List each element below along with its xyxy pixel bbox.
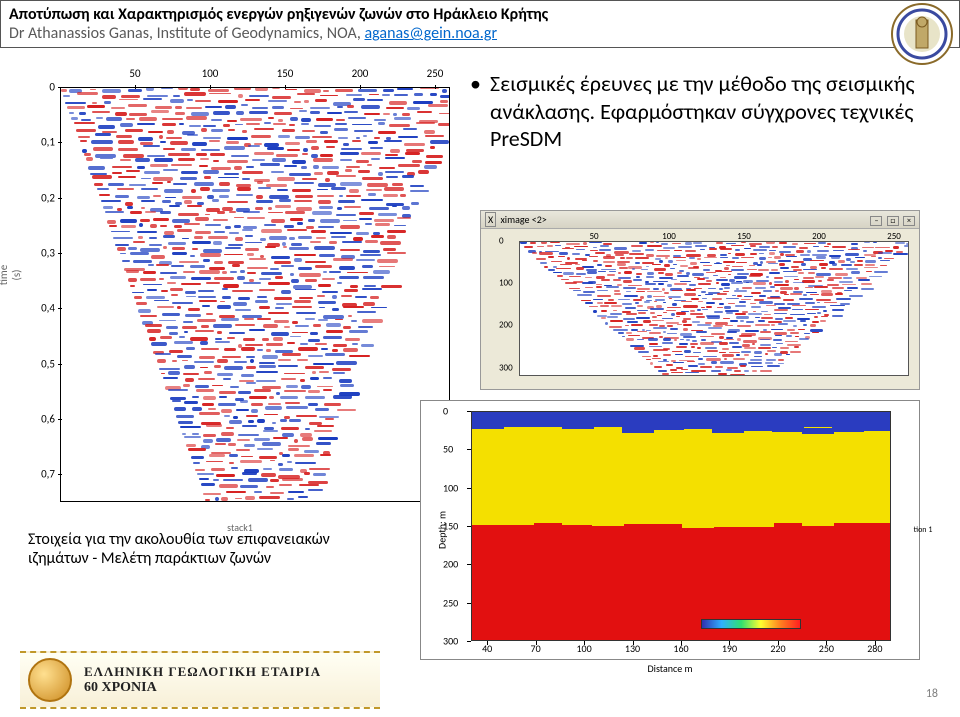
y-tick-label: 0 [443,405,448,418]
slide-header: Αποτύπωση και Χαρακτηρισμός ενεργών ρηξι… [0,0,960,48]
bullet-content: Σεισμικές έρευνες με την μέθοδο της σεισ… [490,70,914,152]
slide-title: Αποτύπωση και Χαρακτηρισμός ενεργών ρηξι… [9,5,951,24]
y-tick-label: 0,4 [10,302,55,315]
x-tick-label: 250 [887,231,901,242]
footer-text: ΕΛΛΗΝΙΚΗ ΓΕΩΛΟΓΙΚΗ ΕΤΑΙΡΙΑ 60 ΧΡΟΝΙΑ [84,664,321,696]
x-tick-label: 100 [202,67,219,80]
y-tick-label: 100 [443,481,458,494]
y-tick-label: 0,6 [10,413,55,426]
noa-logo [890,2,954,66]
x-tick-label: 150 [277,67,294,80]
seismic-plot-area [60,87,450,502]
y-tick-label: 0 [499,236,504,247]
x-tick-label: 250 [427,67,444,80]
email-link[interactable]: aganas@gein.noa.gr [365,24,498,43]
x-icon: X [485,212,496,227]
y-tick-label: 0 [10,81,55,94]
x-tick-label: 50 [129,67,140,80]
depth-x-title: Distance m [648,662,693,675]
y-tick-label: 50 [443,443,453,456]
x-tick-label: 150 [737,231,751,242]
x-tick-label: 200 [352,67,369,80]
y-tick-label: 0,7 [10,468,55,481]
depth-section: Depth: m tion 1 Distance m 0501001502002… [420,400,920,660]
slide-subtitle: Dr Athanassios Ganas, Institute of Geody… [9,24,951,43]
footer-line1: ΕΛΛΗΝΙΚΗ ΓΕΩΛΟΓΙΚΗ ΕΤΑΙΡΙΑ [84,664,321,680]
y-tick-label: 150 [443,520,458,533]
window-buttons: – □ × [868,213,915,226]
author-text: Dr Athanassios Ganas, Institute of Geody… [9,24,365,43]
y-tick-label: 300 [499,362,513,373]
y-tick-label: 200 [499,320,513,331]
bullet-paragraph: • Σεισμικές έρευνες με την μέθοδο της σε… [490,70,920,153]
y-tick-label: 0,5 [10,357,55,370]
depth-plot-area [471,411,891,641]
page-number: 18 [926,687,938,701]
x-tick-label: 50 [589,231,598,242]
bullet-dot: • [470,70,481,98]
y-tick-label: 100 [499,278,513,289]
y-tick-label: 300 [443,635,458,648]
medal-icon [28,658,72,702]
ximage-window: X ximage <2> – □ × 50 100 150 200 250 0 100 200… [480,210,920,390]
close-button[interactable]: × [903,216,915,226]
y-tick-label: 200 [443,558,458,571]
depth-legend: tion 1 [903,525,943,535]
y-tick-label: 0,3 [10,247,55,260]
window-titlebar: X ximage <2> – □ × [481,211,919,229]
y-tick-label: 0,2 [10,191,55,204]
y-tick-label: 250 [443,596,458,609]
y-tick-label: 0,1 [10,136,55,149]
footer-banner: ΕΛΛΗΝΙΚΗ ΓΕΩΛΟΓΙΚΗ ΕΤΑΙΡΙΑ 60 ΧΡΟΝΙΑ [20,651,380,709]
seismic-section-left: time(s) stack1 5010015020025000,10,20,30… [10,62,470,522]
y-axis-title: time(s) [0,255,23,295]
ximage-plot-area [519,241,909,376]
color-scale-bar [701,619,801,629]
caption-text: Στοιχεία για την ακολουθία των επιφανεια… [28,530,388,568]
maximize-button[interactable]: □ [887,216,899,226]
window-title: X ximage <2> [485,213,547,226]
x-tick-label: 100 [662,231,676,242]
minimize-button[interactable]: – [870,216,882,226]
x-tick-label: 200 [812,231,826,242]
footer-line2: 60 ΧΡΟΝΙΑ [84,680,321,696]
